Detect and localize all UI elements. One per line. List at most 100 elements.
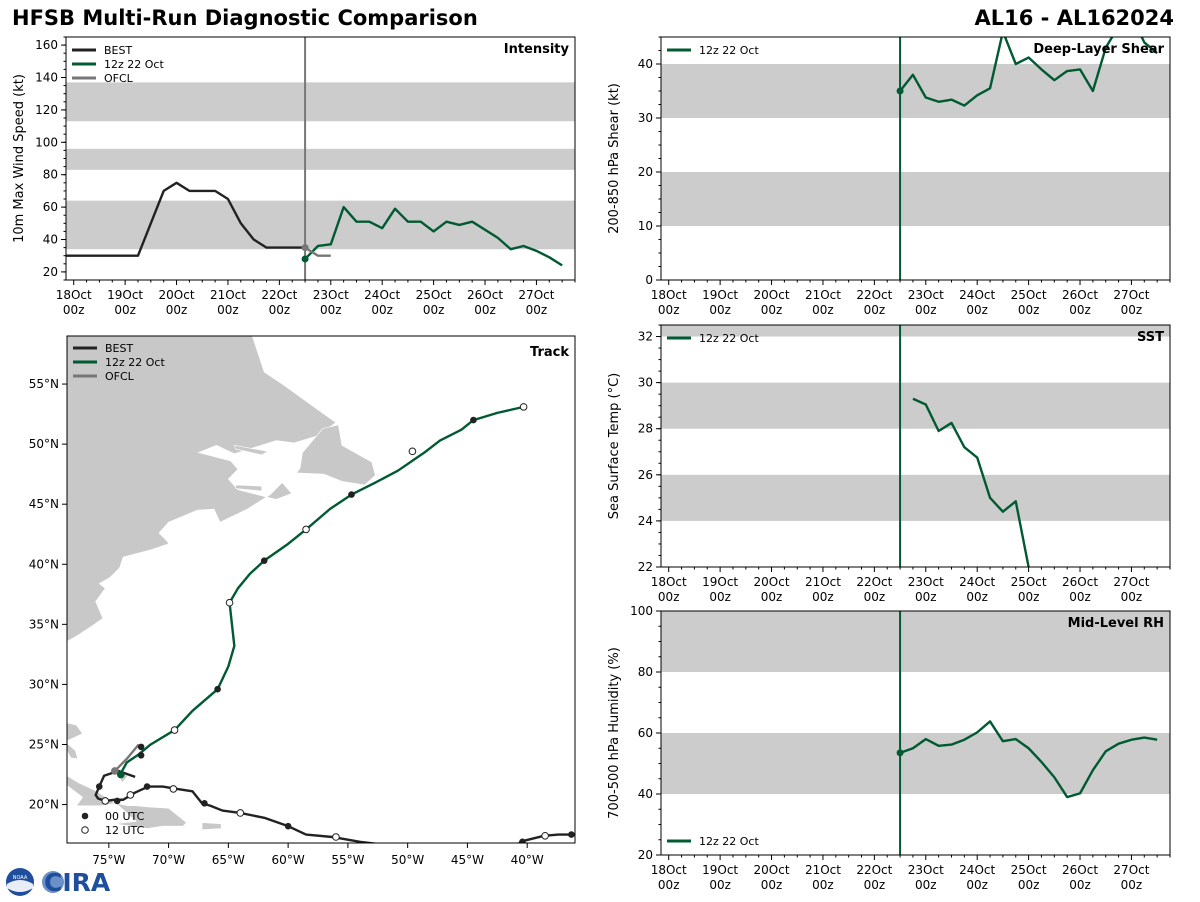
intensity-panel-title: Intensity bbox=[504, 42, 570, 57]
track-marker-best bbox=[236, 809, 245, 817]
storm-id-title: AL16 - AL162024 bbox=[974, 6, 1175, 30]
sst-xtick-hour: 00z bbox=[658, 590, 680, 604]
rh-xtick-date: 26Oct bbox=[1062, 863, 1098, 877]
track-marker-12z-22-oct bbox=[408, 447, 417, 456]
intensity-xtick-hour: 00z bbox=[526, 303, 548, 317]
intensity-xtick-hour: 00z bbox=[474, 303, 496, 317]
cira-logo: NOAA CIRA bbox=[4, 866, 124, 902]
shear-xtick-hour: 00z bbox=[915, 303, 937, 317]
track-marker-best bbox=[101, 797, 110, 805]
track-marker-best bbox=[332, 833, 340, 841]
rh-ytick-label: 100 bbox=[630, 605, 653, 618]
intensity-xtick-hour: 00z bbox=[114, 303, 136, 317]
intensity-chart: 2040608010012014016018Oct00z19Oct00z20Oc… bbox=[12, 36, 576, 317]
sst-ylabel: Sea Surface Temp (°C) bbox=[607, 373, 622, 520]
intensity-xtick-hour: 00z bbox=[217, 303, 239, 317]
sst-band-0 bbox=[661, 474, 1170, 521]
shear-xtick-date: 23Oct bbox=[908, 288, 944, 302]
shear-ytick-label: 40 bbox=[638, 57, 653, 71]
sst-xtick-hour: 00z bbox=[915, 590, 937, 604]
track-marker-12z-22-oct bbox=[519, 403, 528, 411]
track-marker-12z-22-oct bbox=[302, 525, 310, 534]
intensity-ytick-label: 100 bbox=[35, 135, 58, 149]
sst-xtick-hour: 00z bbox=[1069, 590, 1091, 604]
sst-xtick-date: 22Oct bbox=[856, 575, 892, 589]
track-marker-best bbox=[126, 791, 135, 799]
intensity-xtick-date: 25Oct bbox=[416, 288, 452, 302]
cira-logo-text: CIRA bbox=[44, 868, 111, 897]
shear-band-0 bbox=[661, 172, 1170, 226]
track-xtick-label: 65°W bbox=[212, 853, 245, 867]
sst-ytick-label: 30 bbox=[638, 376, 653, 390]
track-marker-legend-symbol bbox=[81, 826, 89, 834]
shear-xtick-date: 26Oct bbox=[1062, 288, 1098, 302]
intensity-legend-label: OFCL bbox=[104, 72, 134, 85]
intensity-xtick-hour: 00z bbox=[63, 303, 85, 317]
track-marker-best bbox=[169, 785, 178, 793]
land-north-america bbox=[67, 336, 337, 642]
sst-legend-label: 12z 22 Oct bbox=[699, 332, 759, 345]
rh-legend-label: 12z 22 Oct bbox=[699, 835, 759, 848]
intensity-legend-label: 12z 22 Oct bbox=[104, 58, 164, 71]
shear-xtick-date: 27Oct bbox=[1113, 288, 1149, 302]
shear-xtick-date: 21Oct bbox=[805, 288, 841, 302]
sst-ytick-label: 22 bbox=[638, 560, 653, 574]
track-marker-ofcl bbox=[111, 767, 119, 775]
track-xtick-label: 70°W bbox=[152, 853, 185, 867]
track-xtick-label: 60°W bbox=[272, 853, 305, 867]
track-ytick-label: 35°N bbox=[29, 617, 59, 631]
rh-xtick-date: 24Oct bbox=[959, 863, 995, 877]
rh-ytick-label: 20 bbox=[638, 848, 653, 862]
intensity-xtick-hour: 00z bbox=[320, 303, 342, 317]
shear-xtick-date: 22Oct bbox=[856, 288, 892, 302]
sst-frame bbox=[660, 324, 1171, 568]
track-ytick-label: 40°N bbox=[29, 557, 59, 571]
intensity-xtick-date: 26Oct bbox=[467, 288, 503, 302]
shear-xtick-hour: 00z bbox=[1121, 303, 1143, 317]
rh-xtick-hour: 00z bbox=[1018, 878, 1040, 892]
shear-xtick-date: 18Oct bbox=[651, 288, 687, 302]
sst-xtick-date: 26Oct bbox=[1062, 575, 1098, 589]
rh-band-0 bbox=[661, 733, 1170, 794]
shear-ytick-label: 30 bbox=[638, 111, 653, 125]
rh-xtick-hour: 00z bbox=[864, 878, 886, 892]
rh-xtick-hour: 00z bbox=[966, 878, 988, 892]
intensity-xtick-date: 23Oct bbox=[313, 288, 349, 302]
track-ytick-label: 45°N bbox=[29, 497, 59, 511]
sst-xtick-date: 23Oct bbox=[908, 575, 944, 589]
track-marker-12z-22-oct bbox=[348, 491, 355, 498]
intensity-plot-area bbox=[66, 37, 575, 280]
rh-xtick-date: 23Oct bbox=[908, 863, 944, 877]
sst-xtick-date: 25Oct bbox=[1011, 575, 1047, 589]
track-marker-12z-22-oct bbox=[470, 416, 477, 424]
intensity-ytick-label: 60 bbox=[43, 200, 58, 214]
intensity-xtick-hour: 00z bbox=[371, 303, 393, 317]
intensity-start-point-12z-22-oct bbox=[301, 255, 309, 263]
rh-xtick-hour: 00z bbox=[658, 878, 680, 892]
track-ytick-label: 50°N bbox=[29, 437, 59, 451]
rh-plot-area bbox=[661, 611, 1170, 855]
rh-series-12z-22-oct bbox=[899, 720, 1158, 799]
sst-ytick-label: 26 bbox=[638, 468, 653, 482]
shear-xtick-hour: 00z bbox=[966, 303, 988, 317]
track-xtick-label: 45°W bbox=[451, 853, 484, 867]
sst-xtick-date: 21Oct bbox=[805, 575, 841, 589]
shear-ytick-label: 10 bbox=[638, 219, 653, 233]
track-marker-12z-22-oct bbox=[214, 685, 221, 693]
land-puerto-rico bbox=[201, 822, 222, 831]
shear-xtick-date: 24Oct bbox=[959, 288, 995, 302]
intensity-xtick-date: 24Oct bbox=[364, 288, 400, 302]
rh-band-1 bbox=[661, 611, 1170, 672]
sst-series-12z-22-oct bbox=[912, 397, 1030, 567]
rh-xtick-date: 20Oct bbox=[754, 863, 790, 877]
track-marker-best bbox=[284, 822, 292, 830]
rh-ytick-label: 80 bbox=[638, 665, 653, 679]
sst-xtick-hour: 00z bbox=[864, 590, 886, 604]
land-anticosti bbox=[233, 444, 269, 456]
track-marker-legend-label: 12 UTC bbox=[105, 824, 145, 837]
sst-band-2 bbox=[661, 325, 1170, 337]
track-xtick-label: 55°W bbox=[331, 853, 364, 867]
sst-xtick-date: 24Oct bbox=[959, 575, 995, 589]
figure-title: HFSB Multi-Run Diagnostic Comparison bbox=[12, 6, 478, 30]
land-hispaniola bbox=[114, 802, 187, 829]
